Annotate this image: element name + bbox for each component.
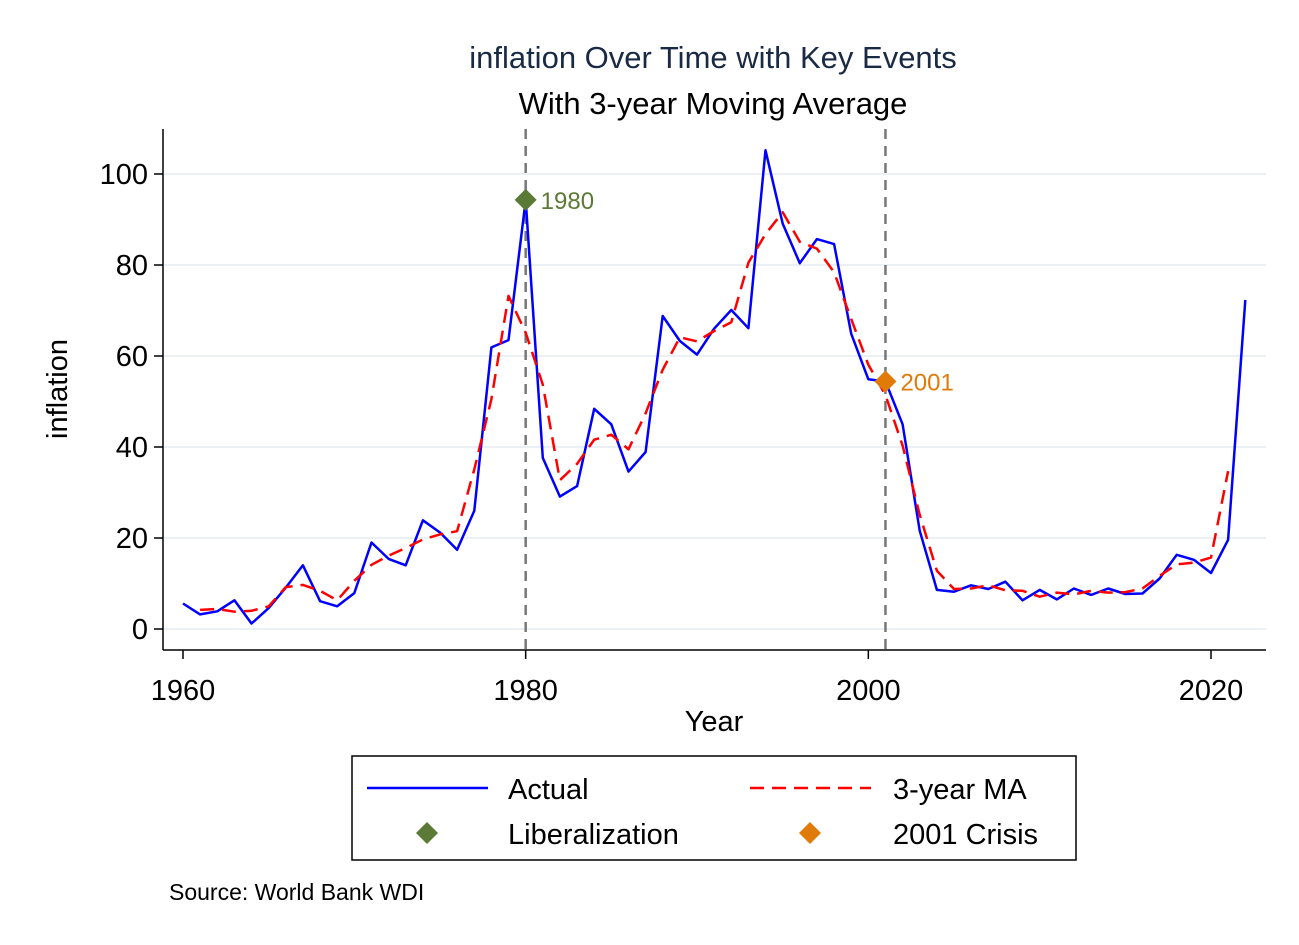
axes (162, 129, 1266, 651)
legend-box (351, 755, 1077, 861)
event-marker-1980 (514, 188, 537, 211)
chart-subtitle: With 3-year Moving Average (519, 86, 908, 121)
legend-swatch-3 (799, 822, 821, 844)
event-label: 1980 (541, 188, 594, 215)
series-lines (182, 149, 1247, 625)
y-tick-label: 60 (116, 341, 148, 373)
x-axis-label: Year (685, 706, 744, 738)
x-tick-label: 1960 (151, 675, 216, 707)
legend-label: 3-year MA (893, 774, 1027, 806)
y-tick-label: 0 (132, 614, 148, 646)
y-tick-label: 40 (116, 432, 148, 464)
legend-label: Actual (508, 774, 589, 806)
y-tick-label: 20 (116, 523, 148, 555)
y-axis-label: inflation (42, 339, 74, 439)
gridlines (164, 173, 1266, 630)
x-tick-label: 1980 (493, 675, 558, 707)
source-note: Source: World Bank WDI (169, 879, 424, 905)
event-label: 2001 (900, 369, 953, 396)
x-tick-label: 2020 (1179, 675, 1244, 707)
legend-swatch-2 (416, 822, 438, 844)
y-tick-label: 100 (100, 159, 148, 191)
y-ticks: 0 20 40 60 80 100 (100, 159, 163, 646)
x-ticks: 1960 1980 2000 2020 (151, 650, 1244, 707)
series-line-moving-average (200, 210, 1230, 613)
y-tick-label: 80 (116, 250, 148, 282)
series-line-actual (182, 149, 1247, 625)
chart-title: inflation Over Time with Key Events (469, 40, 957, 75)
legend: Actual 3-year MA Liberalization 2001 Crisis (351, 755, 1077, 861)
x-tick-label: 2000 (836, 675, 901, 707)
event-marker-2001 (874, 370, 897, 393)
legend-label: Liberalization (508, 819, 679, 851)
legend-label: 2001 Crisis (893, 819, 1038, 851)
event-markers: 1980 2001 (514, 188, 954, 396)
